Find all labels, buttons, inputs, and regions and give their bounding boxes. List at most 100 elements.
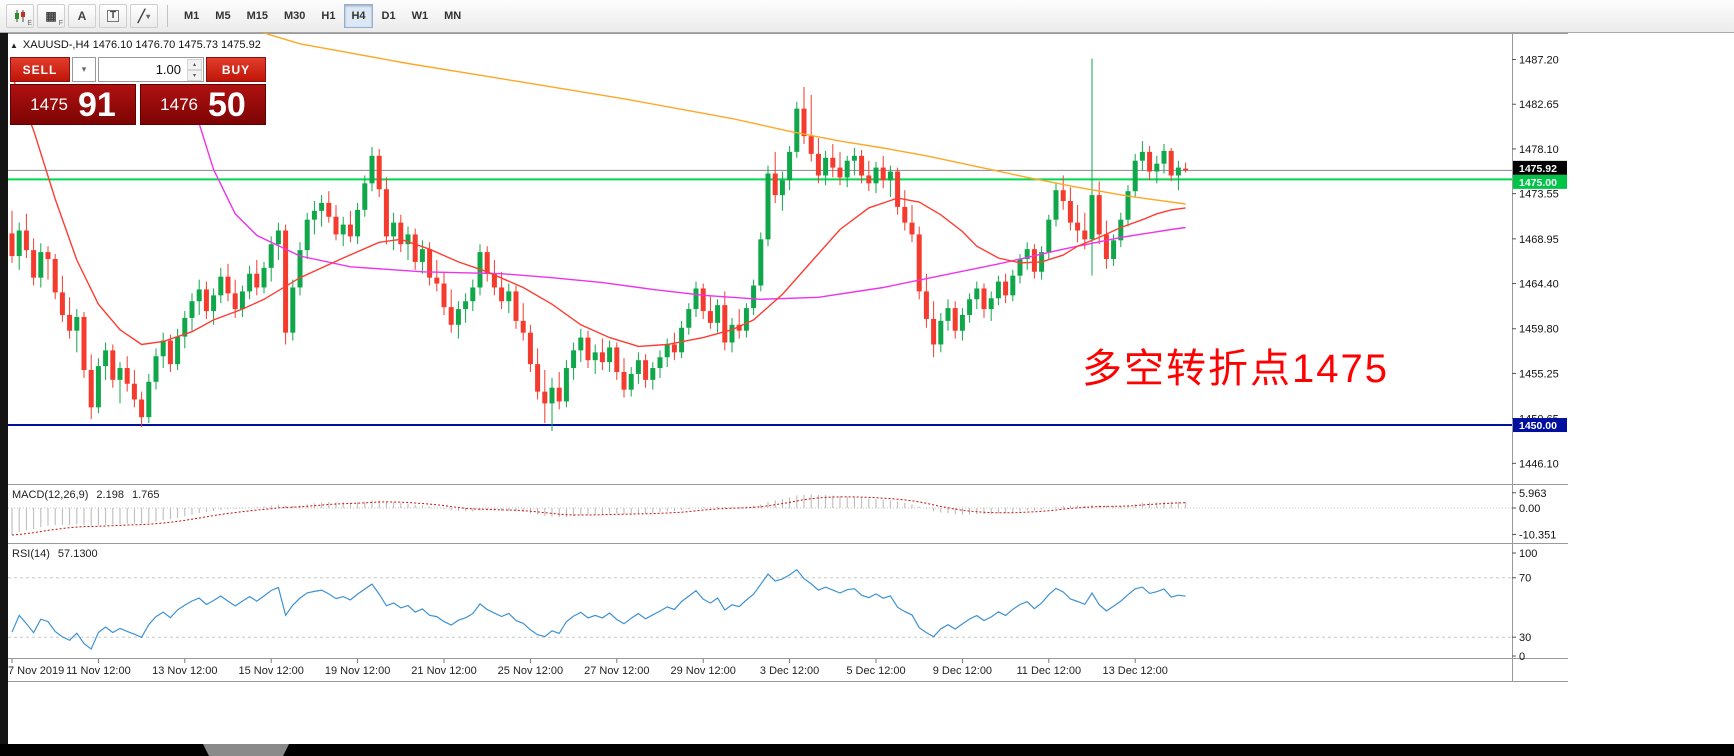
- svg-text:1473.55: 1473.55: [1519, 189, 1559, 201]
- text-tool-icon: T: [106, 10, 120, 22]
- macd-indicator-label: MACD(12,26,9) 2.198 1.765: [12, 489, 159, 501]
- main-toolbar: E ▦ F A T ╱ ▾ M1 M5 M15 M30 H1 H4 D1 W1 MN: [0, 0, 1734, 33]
- symbol-ohlc-text: XAUUSD-,H4 1476.10 1476.70 1475.73 1475.…: [22, 39, 261, 51]
- volume-value: 1.00: [155, 62, 181, 77]
- ma-slow: [258, 32, 1186, 205]
- text-label-tool-button[interactable]: T: [99, 4, 127, 28]
- ma-fast: [11, 75, 1186, 348]
- price-axis[interactable]: 1487.20 1482.65 1478.10 1473.55 1468.95 1464.…: [1512, 55, 1567, 663]
- horizontal-level-lines[interactable]: [8, 169, 1512, 427]
- svg-text:13 Nov 12:00: 13 Nov 12:00: [152, 665, 217, 677]
- svg-text:7 Nov 2019: 7 Nov 2019: [8, 665, 64, 677]
- buy-button[interactable]: BUY: [206, 57, 266, 82]
- timeframe-button-m15[interactable]: M15: [240, 4, 275, 28]
- bottom-bar: [0, 744, 1734, 756]
- volume-spinner: ▴ ▾: [187, 58, 202, 81]
- cursor-icon: A: [77, 9, 87, 23]
- grid-icon: ▦: [45, 9, 57, 23]
- bottom-panel-tab[interactable]: [203, 744, 289, 756]
- svg-text:11 Nov 12:00: 11 Nov 12:00: [66, 665, 131, 677]
- svg-text:1468.95: 1468.95: [1519, 234, 1559, 246]
- rsi-value: 57.1300: [57, 548, 98, 560]
- sub-letter: F: [58, 20, 63, 27]
- cursor-tool-button[interactable]: A: [68, 4, 96, 28]
- svg-text:0.00: 0.00: [1519, 503, 1540, 515]
- macd-value-signal: 1.765: [131, 489, 160, 501]
- sell-price-main: 1475: [30, 94, 68, 114]
- timeframe-button-h1[interactable]: H1: [314, 4, 342, 28]
- candlestick-chart-button[interactable]: E: [6, 4, 34, 28]
- one-click-trade-panel: SELL ▾ 1.00 ▴ ▾ BUY 1475 91 1476 50: [10, 57, 266, 125]
- subwindow-collapse-icon[interactable]: ▲: [10, 40, 18, 50]
- toolbar-separator: [167, 5, 168, 27]
- svg-text:3 Dec 12:00: 3 Dec 12:00: [760, 665, 819, 677]
- svg-text:11 Dec 12:00: 11 Dec 12:00: [1016, 665, 1081, 677]
- price-tag: [1513, 160, 1567, 175]
- chart-frame: [8, 33, 1568, 682]
- buy-price-main: 1476: [160, 94, 198, 114]
- svg-text:29 Nov 12:00: 29 Nov 12:00: [670, 665, 735, 677]
- rsi-name: RSI(14): [12, 548, 50, 560]
- buy-price-display[interactable]: 1476 50: [140, 84, 266, 125]
- svg-text:1482.65: 1482.65: [1519, 99, 1559, 111]
- candles[interactable]: [9, 58, 1189, 431]
- macd-value-main: 2.198: [96, 489, 124, 501]
- timeframe-button-m30[interactable]: M30: [277, 4, 312, 28]
- time-axis[interactable]: 7 Nov 2019 11 Nov 12:00 13 Nov 12:00 15 Nov…: [8, 659, 1168, 677]
- volume-decrease-button[interactable]: ▾: [187, 69, 202, 81]
- svg-text:70: 70: [1519, 573, 1531, 585]
- svg-text:13 Dec 12:00: 13 Dec 12:00: [1102, 665, 1167, 677]
- chevron-down-icon: ▾: [146, 11, 151, 21]
- chart-annotation-text: 多空转折点1475: [1082, 347, 1389, 391]
- macd-name: MACD(12,26,9): [12, 489, 89, 501]
- price-tag: [1513, 418, 1567, 433]
- moving-averages: [11, 32, 1186, 348]
- left-edge-strip: [0, 33, 8, 756]
- svg-text:21 Nov 12:00: 21 Nov 12:00: [411, 665, 476, 677]
- macd-histogram: [11, 494, 1187, 535]
- timeframe-button-m1[interactable]: M1: [177, 4, 206, 28]
- svg-text:1455.25: 1455.25: [1519, 368, 1559, 380]
- drawing-tools-button[interactable]: ╱ ▾: [130, 4, 158, 28]
- svg-text:25 Nov 12:00: 25 Nov 12:00: [498, 665, 563, 677]
- timeframe-button-h4[interactable]: H4: [344, 4, 373, 28]
- timeframe-button-m5[interactable]: M5: [208, 4, 237, 28]
- sell-price-display[interactable]: 1475 91: [10, 84, 136, 125]
- volume-increase-button[interactable]: ▴: [187, 58, 202, 70]
- timeframe-button-d1[interactable]: D1: [375, 4, 403, 28]
- grid-button[interactable]: ▦ F: [37, 4, 65, 28]
- trendline-icon: ╱: [137, 9, 146, 23]
- svg-text:100: 100: [1519, 548, 1537, 560]
- svg-text:5 Dec 12:00: 5 Dec 12:00: [846, 665, 905, 677]
- svg-text:9 Dec 12:00: 9 Dec 12:00: [933, 665, 992, 677]
- price-tag: [1513, 174, 1567, 189]
- ohlc-header: ▲ XAUUSD-,H4 1476.10 1476.70 1475.73 147…: [10, 39, 261, 51]
- candlesticks-icon: [15, 10, 25, 22]
- rsi-indicator-label: RSI(14) 57.1300: [12, 548, 98, 560]
- volume-input[interactable]: 1.00 ▴ ▾: [98, 57, 204, 82]
- svg-text:1450.00: 1450.00: [1519, 420, 1557, 432]
- svg-text:1487.20: 1487.20: [1519, 55, 1559, 67]
- svg-text:-10.351: -10.351: [1519, 529, 1556, 541]
- svg-text:1459.80: 1459.80: [1519, 324, 1559, 336]
- order-type-dropdown[interactable]: ▾: [72, 57, 96, 82]
- svg-text:1478.10: 1478.10: [1519, 144, 1559, 156]
- timeframe-button-mn[interactable]: MN: [437, 4, 468, 28]
- svg-text:1475.00: 1475.00: [1519, 177, 1557, 189]
- sell-button[interactable]: SELL: [10, 57, 70, 82]
- timeframe-button-w1[interactable]: W1: [405, 4, 436, 28]
- rsi-line: [11, 568, 1186, 650]
- svg-text:1446.10: 1446.10: [1519, 458, 1559, 470]
- macd-signal-line: [11, 496, 1186, 536]
- svg-text:30: 30: [1519, 632, 1531, 644]
- timeframe-buttons: M1 M5 M15 M30 H1 H4 D1 W1 MN: [177, 4, 468, 28]
- svg-text:0: 0: [1519, 651, 1525, 663]
- svg-text:19 Nov 12:00: 19 Nov 12:00: [325, 665, 390, 677]
- svg-text:5.963: 5.963: [1519, 488, 1547, 500]
- svg-text:1464.40: 1464.40: [1519, 279, 1559, 291]
- svg-text:27 Nov 12:00: 27 Nov 12:00: [584, 665, 649, 677]
- sub-letter: E: [27, 20, 32, 27]
- svg-text:15 Nov 12:00: 15 Nov 12:00: [238, 665, 303, 677]
